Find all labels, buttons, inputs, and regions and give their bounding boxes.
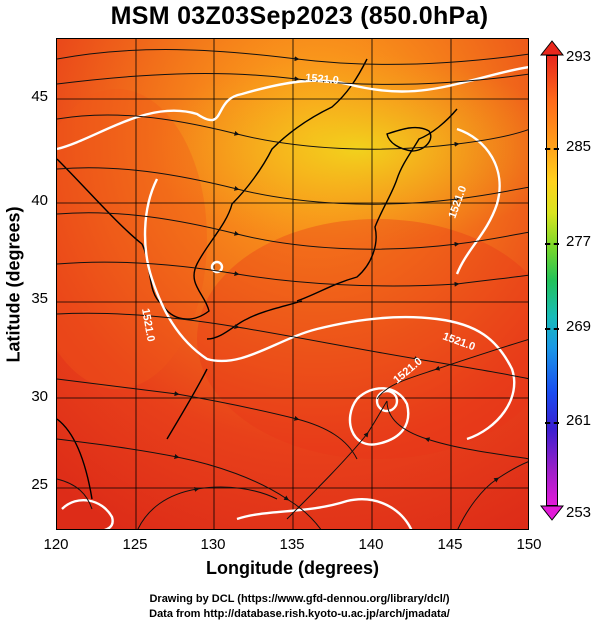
contour-southwest-low: [61, 499, 114, 529]
colorbar-tick-253: 253: [566, 504, 592, 521]
x-tick-140: 140: [358, 536, 384, 553]
map-plot-area: 1521.0 1521.0 1521.0 1521.0 1521.0: [56, 38, 529, 530]
streamline: [57, 312, 528, 380]
coastline-taiwan: [57, 418, 93, 500]
contour-north: [57, 66, 528, 151]
streamline: [57, 378, 358, 460]
streamline: [57, 114, 528, 150]
colorbar-bottom-arrow: [540, 505, 564, 521]
y-tick-45: 45: [31, 88, 48, 105]
wind-streamlines: [57, 49, 528, 529]
y-tick-25: 25: [31, 476, 48, 493]
streamline: [57, 49, 528, 65]
colorbar-dash-261: [545, 422, 559, 424]
colorbar: [546, 55, 558, 506]
contour-typhoon-core: [375, 389, 399, 413]
streamline: [57, 167, 528, 205]
x-axis-label: Longitude (degrees): [205, 558, 379, 578]
streamline: [376, 339, 528, 400]
colorbar-tick-293: 293: [566, 48, 592, 65]
contour-small-loop: [210, 260, 224, 274]
x-tick-125: 125: [122, 536, 148, 553]
streamline: [137, 486, 278, 529]
y-axis-label: Latitude (degrees): [3, 206, 24, 363]
coastline-kyushu-shikoku: [206, 300, 303, 340]
streamline: [57, 261, 528, 287]
colorbar-dash-277: [545, 243, 559, 245]
streamline: [57, 73, 528, 85]
coastline-korea-russia: [57, 58, 368, 320]
map-canvas: 1521.0 1521.0 1521.0 1521.0 1521.0: [57, 39, 528, 529]
x-tick-135: 135: [279, 536, 305, 553]
y-tick-35: 35: [31, 290, 48, 307]
streamline: [457, 461, 528, 529]
colorbar-top-arrow: [540, 40, 564, 56]
x-tick-145: 145: [437, 536, 463, 553]
streamline: [57, 212, 528, 250]
colorbar-tick-285: 285: [566, 138, 592, 155]
contour-typhoon: [348, 387, 410, 446]
contour-label: 1521.0: [305, 72, 340, 87]
orange-region-west: [57, 89, 207, 389]
map-title: MSM 03Z03Sep2023 (850.0hPa): [110, 2, 489, 30]
contour-east: [455, 127, 501, 275]
credit-data: Data from http://database.rish.kyoto-u.a…: [149, 608, 450, 620]
colorbar-tick-269: 269: [566, 318, 592, 335]
credit-drawing: Drawing by DCL (https://www.gfd-dennou.o…: [149, 593, 450, 605]
streamline: [286, 400, 388, 520]
x-tick-120: 120: [43, 536, 69, 553]
x-tick-150: 150: [516, 536, 542, 553]
colorbar-dash-269: [545, 328, 559, 330]
contour-label: 1521.0: [139, 307, 157, 342]
colorbar-tick-261: 261: [566, 412, 592, 429]
y-tick-40: 40: [31, 192, 48, 209]
colorbar-tick-277: 277: [566, 233, 592, 250]
x-tick-130: 130: [200, 536, 226, 553]
colorbar-dash-285: [545, 148, 559, 150]
contour-south: [236, 498, 413, 529]
streamline: [57, 438, 322, 529]
streamline: [57, 478, 93, 510]
streamline: [386, 400, 528, 460]
y-tick-30: 30: [31, 388, 48, 405]
